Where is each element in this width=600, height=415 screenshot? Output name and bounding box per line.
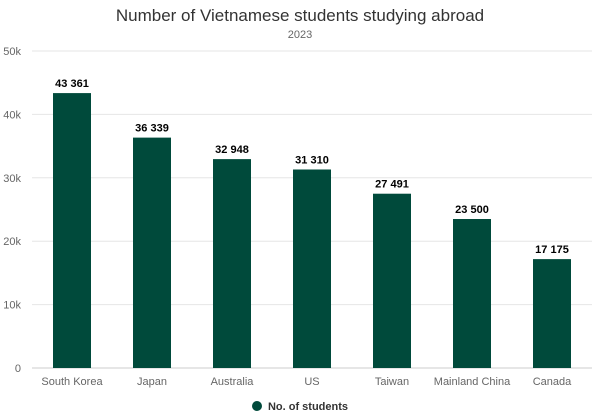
- x-tick-label: Mainland China: [434, 376, 511, 388]
- y-tick-label: 0: [15, 363, 21, 375]
- data-label: 36 339: [135, 123, 169, 135]
- bar[interactable]: [453, 219, 491, 368]
- y-tick-label: 50k: [3, 46, 21, 58]
- data-label: 27 491: [375, 179, 409, 191]
- bar[interactable]: [213, 159, 251, 368]
- chart-title: Number of Vietnamese students studying a…: [115, 6, 485, 25]
- y-tick-label: 20k: [3, 236, 21, 248]
- x-tick-label: US: [304, 376, 319, 388]
- y-tick-label: 10k: [3, 300, 21, 312]
- x-tick-label: Canada: [533, 376, 572, 388]
- bar[interactable]: [533, 259, 571, 368]
- data-label: 17 175: [535, 244, 569, 256]
- bar[interactable]: [293, 169, 331, 368]
- bar[interactable]: [373, 193, 411, 368]
- x-tick-label: Taiwan: [375, 376, 409, 388]
- chart-subtitle: 2023: [287, 29, 313, 41]
- bar[interactable]: [53, 93, 91, 369]
- data-label: 31 310: [295, 154, 329, 166]
- data-label: 23 500: [455, 204, 489, 216]
- bar[interactable]: [133, 137, 171, 368]
- y-tick-label: 30k: [3, 173, 21, 185]
- x-tick-label: South Korea: [41, 376, 103, 388]
- data-label: 32 948: [215, 144, 249, 156]
- legend-marker: [251, 401, 262, 411]
- y-tick-label: 40k: [3, 109, 21, 121]
- x-tick-label: Australia: [211, 376, 255, 388]
- x-tick-label: Japan: [137, 376, 167, 388]
- legend-label: No. of students: [267, 401, 349, 413]
- data-label: 43 361: [55, 78, 89, 90]
- legend[interactable]: No. of students: [0, 400, 600, 414]
